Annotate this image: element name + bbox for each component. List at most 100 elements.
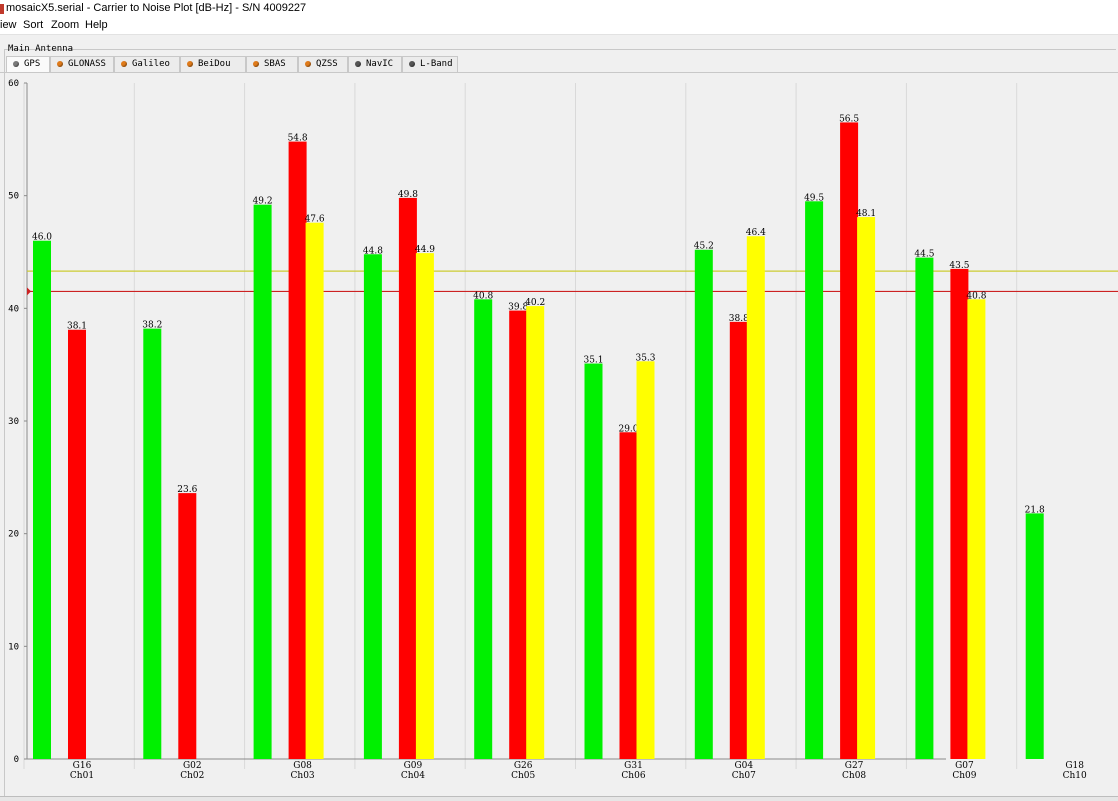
beidou-status-icon bbox=[187, 61, 193, 67]
cn0-bar bbox=[746, 236, 765, 759]
menu-zoom[interactable]: Zoom bbox=[51, 19, 80, 31]
tab-l-band[interactable]: L-Band bbox=[402, 56, 458, 72]
bar-value-label: 38.8 bbox=[729, 314, 749, 324]
qzss-status-icon bbox=[305, 61, 311, 67]
cn0-plot-area: 0 10 20 30 40 50 60 46.0 38.2 49.2 44.8 40.8 35.1 45.… bbox=[0, 72, 1118, 799]
channel-label: Ch04 bbox=[401, 771, 425, 781]
antenna-group-label: Main Antenna bbox=[8, 44, 74, 54]
satellite-label: G08 bbox=[293, 761, 312, 771]
cn0-bar bbox=[950, 268, 969, 759]
satellite-label: G27 bbox=[845, 761, 864, 771]
tab-label: GPS bbox=[24, 59, 41, 69]
bar-value-label: 43.5 bbox=[949, 261, 969, 271]
galileo-status-icon bbox=[121, 61, 127, 67]
channel-label: Ch09 bbox=[952, 771, 976, 781]
navic-status-icon bbox=[355, 61, 361, 67]
satellite-label: G31 bbox=[624, 761, 643, 771]
bar-value-label: 44.8 bbox=[363, 246, 383, 256]
bar-value-label: 44.9 bbox=[415, 245, 435, 255]
satellite-label: G02 bbox=[183, 761, 202, 771]
cn0-bar bbox=[33, 240, 51, 759]
cn0-bar bbox=[143, 328, 162, 759]
bar-value-label: 23.6 bbox=[177, 485, 197, 495]
bar-value-label: 46.4 bbox=[746, 228, 766, 238]
cn0-bar bbox=[967, 299, 986, 759]
tab-sbas[interactable]: SBAS bbox=[246, 56, 298, 72]
cn0-bar bbox=[415, 253, 434, 760]
cn0-bar bbox=[526, 306, 545, 759]
cn0-bar-chart: 0 10 20 30 40 50 60 46.0 38.2 49.2 44.8 40.8 35.1 45.… bbox=[8, 79, 1118, 781]
l-band-status-icon bbox=[409, 61, 415, 67]
cn0-bar bbox=[915, 257, 934, 759]
bar-value-label: 47.6 bbox=[305, 215, 325, 225]
tab-label: GLONASS bbox=[68, 59, 106, 69]
y-tick-label: 50 bbox=[8, 192, 19, 202]
tab-label: NavIC bbox=[366, 59, 394, 69]
cn0-bar bbox=[474, 299, 493, 759]
satellite-label: G07 bbox=[955, 761, 974, 771]
channel-label: Ch10 bbox=[1063, 771, 1087, 781]
cn0-bar bbox=[729, 321, 748, 759]
y-tick-label: 20 bbox=[8, 530, 19, 540]
cn0-bar bbox=[363, 254, 382, 759]
bar-value-label: 38.2 bbox=[142, 321, 162, 331]
tab-label: L-Band bbox=[420, 59, 453, 69]
tab-label: Galileo bbox=[132, 59, 170, 69]
channel-label: Ch05 bbox=[511, 771, 535, 781]
tab-glonass[interactable]: GLONASS bbox=[50, 56, 114, 72]
bar-value-label: 56.5 bbox=[839, 114, 859, 124]
cn0-bar bbox=[253, 204, 272, 759]
cn0-bar bbox=[305, 222, 324, 759]
bar-value-label: 39.8 bbox=[508, 303, 528, 313]
cn0-bar bbox=[584, 363, 603, 759]
tab-label: SBAS bbox=[264, 59, 286, 69]
tab-navic[interactable]: NavIC bbox=[348, 56, 402, 72]
bar-value-label: 40.8 bbox=[473, 291, 493, 301]
bar-value-label: 46.0 bbox=[32, 233, 52, 243]
tab-qzss[interactable]: QZSS bbox=[298, 56, 348, 72]
cn0-bar bbox=[694, 249, 713, 759]
bar-value-label: 49.5 bbox=[804, 193, 824, 203]
bar-value-label: 38.1 bbox=[67, 322, 87, 332]
menu-help[interactable]: Help bbox=[85, 19, 108, 31]
window-title: mosaicX5.serial - Carrier to Noise Plot … bbox=[6, 2, 307, 14]
bar-value-label: 49.2 bbox=[253, 197, 273, 207]
y-tick-label: 0 bbox=[14, 755, 19, 765]
bar-value-label: 21.8 bbox=[1025, 505, 1045, 515]
tab-galileo[interactable]: Galileo bbox=[114, 56, 180, 72]
cn0-bar bbox=[398, 197, 417, 760]
title-bar: mosaicX5.serial - Carrier to Noise Plot … bbox=[0, 0, 1118, 18]
cn0-bar bbox=[857, 217, 876, 759]
app-icon bbox=[0, 4, 4, 14]
bar-value-label: 48.1 bbox=[856, 209, 876, 219]
y-tick-label: 40 bbox=[8, 304, 19, 314]
satellite-label: G26 bbox=[514, 761, 533, 771]
menu-view[interactable]: iew bbox=[0, 19, 17, 31]
cn0-bar bbox=[509, 310, 528, 759]
bar-value-label: 49.8 bbox=[398, 190, 418, 200]
cn0-bar bbox=[1025, 513, 1044, 759]
tab-gps[interactable]: GPS bbox=[6, 56, 50, 73]
plot-background bbox=[27, 83, 1118, 759]
menu-sort[interactable]: Sort bbox=[23, 19, 44, 31]
bar-value-label: 40.8 bbox=[966, 291, 986, 301]
bar-value-label: 45.2 bbox=[694, 242, 714, 252]
bar-value-label: 44.5 bbox=[914, 250, 934, 260]
tab-label: BeiDou bbox=[198, 59, 231, 69]
satellite-label: G16 bbox=[73, 761, 92, 771]
window-bottom-border bbox=[0, 796, 1118, 801]
cn0-bar bbox=[636, 361, 655, 759]
gps-status-icon bbox=[13, 61, 19, 67]
y-tick-label: 60 bbox=[8, 79, 19, 89]
threshold-marker bbox=[27, 287, 31, 296]
channel-label: Ch03 bbox=[291, 771, 315, 781]
antenna-group-frame bbox=[4, 49, 1116, 796]
bar-value-label: 35.3 bbox=[635, 353, 655, 363]
glonass-status-icon bbox=[57, 61, 63, 67]
bar-value-label: 54.8 bbox=[288, 134, 308, 144]
bar-value-label: 40.2 bbox=[525, 298, 545, 308]
satellite-label: G18 bbox=[1065, 761, 1084, 771]
tab-beidou[interactable]: BeiDou bbox=[180, 56, 246, 72]
bar-value-label: 29.0 bbox=[618, 424, 638, 434]
menu-bar: iew Sort Zoom Help bbox=[0, 18, 1118, 35]
